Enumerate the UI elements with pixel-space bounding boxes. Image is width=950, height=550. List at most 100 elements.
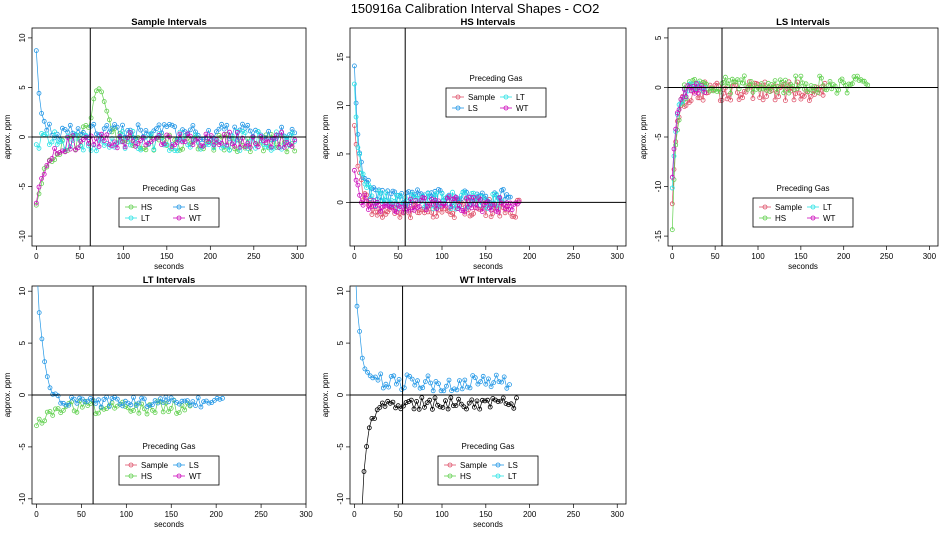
data-point — [803, 81, 809, 87]
data-point — [378, 371, 384, 377]
data-point — [808, 94, 814, 99]
data-point — [397, 214, 403, 220]
x-tick-label: 150 — [160, 252, 174, 261]
data-point — [469, 397, 475, 403]
data-point — [362, 175, 368, 181]
data-point — [198, 404, 204, 410]
data-point — [786, 90, 792, 96]
data-point — [844, 90, 850, 96]
data-point — [372, 374, 378, 380]
data-point — [91, 96, 97, 102]
legend-title: Preceding Gas — [462, 442, 515, 451]
data-point — [683, 94, 689, 99]
data-point — [174, 139, 180, 145]
data-point — [500, 186, 506, 192]
series-line-ls — [354, 65, 511, 209]
data-point — [702, 90, 708, 95]
legend-entry-label: LT — [141, 214, 150, 223]
data-point — [796, 84, 802, 89]
data-point — [464, 406, 469, 412]
data-point — [422, 195, 427, 201]
data-point — [357, 192, 363, 198]
data-point — [446, 194, 452, 200]
data-point — [764, 94, 769, 99]
data-point — [457, 378, 462, 384]
data-point — [96, 144, 102, 150]
x-tick-label: 250 — [567, 510, 581, 519]
data-point — [71, 396, 77, 402]
data-point — [182, 407, 188, 413]
data-point — [499, 379, 505, 385]
data-point — [221, 131, 227, 137]
data-point — [469, 205, 475, 211]
series-layer — [34, 286, 225, 429]
data-point — [451, 386, 457, 392]
data-point — [439, 209, 445, 215]
data-point — [237, 127, 243, 133]
data-point — [791, 97, 797, 103]
data-point — [369, 204, 375, 209]
legend-entry-label: LS — [189, 203, 199, 212]
data-point — [478, 197, 484, 202]
data-point — [514, 395, 519, 401]
data-point — [783, 98, 788, 103]
data-point — [187, 402, 193, 408]
data-point — [44, 374, 50, 380]
data-point — [273, 144, 279, 150]
data-point — [406, 189, 412, 195]
data-point — [357, 151, 363, 157]
y-tick-label: 15 — [336, 52, 345, 61]
data-point — [420, 195, 426, 201]
legend-entry-label: LS — [468, 104, 478, 113]
data-point — [190, 142, 196, 148]
data-point — [88, 115, 94, 121]
y-tick-label: 5 — [336, 340, 345, 345]
data-point — [497, 194, 503, 200]
data-point — [229, 141, 235, 147]
data-point — [471, 211, 476, 217]
data-point — [47, 385, 53, 391]
data-point — [819, 75, 824, 81]
data-point — [427, 397, 433, 403]
data-point — [112, 122, 117, 127]
data-point — [148, 139, 154, 145]
data-point — [198, 146, 204, 152]
data-point — [462, 377, 468, 383]
data-point — [728, 90, 733, 96]
data-point — [374, 407, 380, 413]
data-point — [99, 131, 104, 137]
data-point — [412, 382, 418, 388]
data-point — [71, 408, 77, 414]
x-tick-label: 100 — [435, 510, 449, 519]
data-point — [416, 406, 422, 412]
data-point — [50, 412, 56, 418]
data-point — [450, 403, 456, 409]
data-point — [501, 374, 507, 380]
data-point — [47, 121, 52, 127]
data-point — [42, 418, 47, 424]
data-point — [369, 212, 375, 217]
data-point — [54, 141, 60, 147]
data-point — [54, 150, 60, 156]
data-point — [466, 400, 472, 406]
data-point — [240, 135, 245, 141]
data-point — [133, 143, 138, 149]
data-point — [284, 149, 290, 155]
data-point — [497, 213, 503, 219]
legend-entry-label: HS — [141, 472, 152, 481]
x-tick-label: 0 — [34, 252, 39, 261]
data-point — [187, 127, 193, 133]
data-point — [695, 90, 701, 96]
data-point — [434, 206, 440, 212]
x-tick-label: 100 — [117, 252, 131, 261]
data-point — [488, 384, 494, 390]
data-point — [99, 89, 104, 95]
data-point — [107, 144, 112, 150]
data-point — [187, 133, 193, 139]
x-tick-label: 100 — [120, 510, 134, 519]
data-point — [232, 146, 238, 152]
data-point — [36, 90, 42, 96]
legend-title: Preceding Gas — [143, 184, 196, 193]
data-point — [219, 140, 225, 146]
y-tick-label: -5 — [18, 182, 27, 190]
